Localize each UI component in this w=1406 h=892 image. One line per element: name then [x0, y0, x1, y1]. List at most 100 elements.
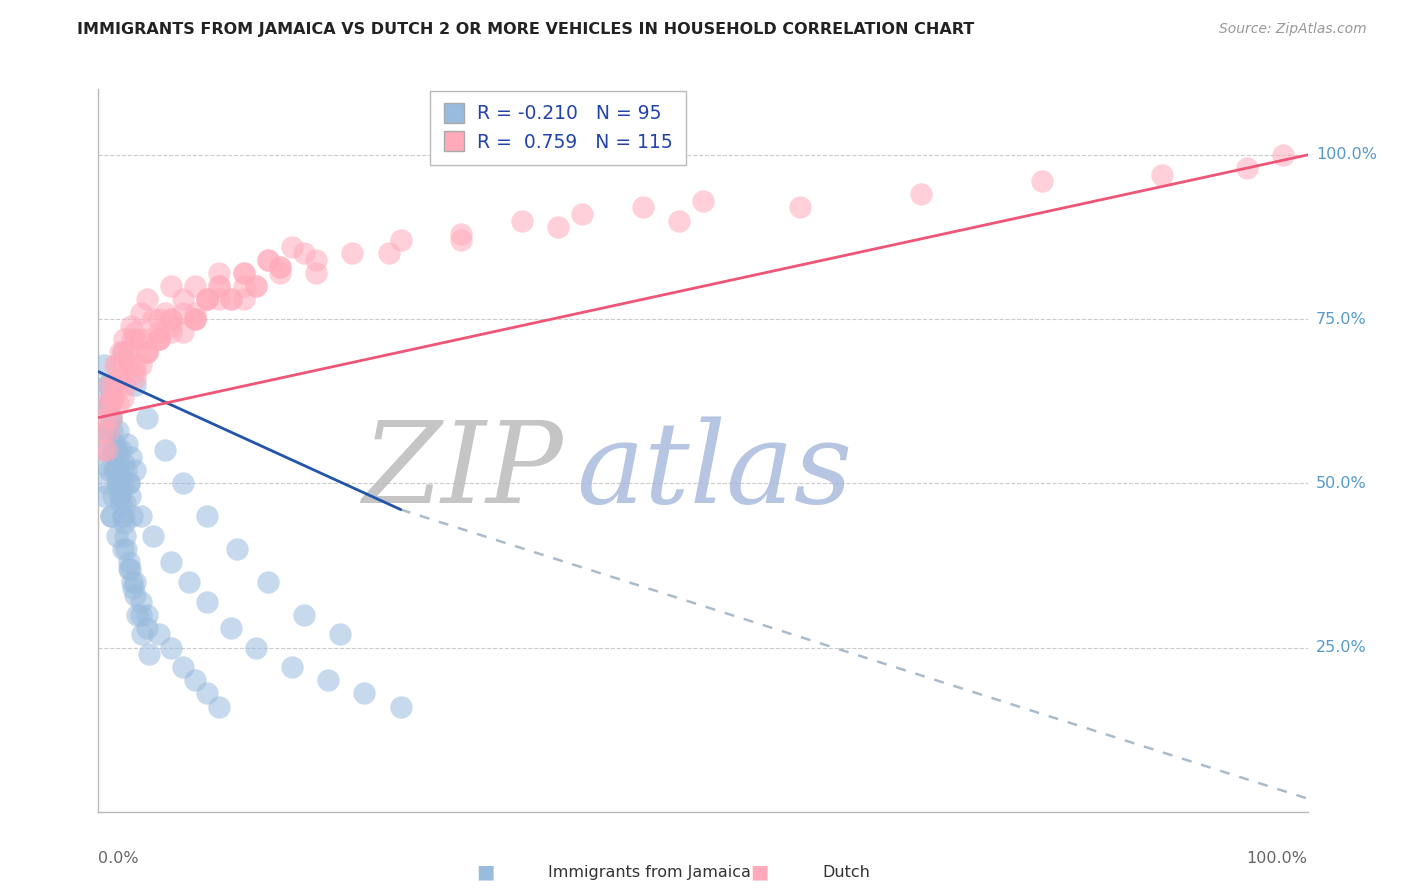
Point [910, 187, 932, 202]
Point [100, 410, 122, 425]
Point [103, 443, 125, 458]
Point [160, 312, 183, 326]
Point [121, 332, 143, 346]
Point [114, 496, 136, 510]
Point [129, 607, 152, 622]
Point [148, 332, 170, 346]
Point [256, 252, 278, 267]
Point [221, 621, 243, 635]
Point [195, 293, 218, 307]
Point [281, 240, 304, 254]
Point [172, 476, 194, 491]
Point [135, 345, 157, 359]
Point [124, 463, 146, 477]
Point [118, 358, 141, 372]
Text: IMMIGRANTS FROM JAMAICA VS DUTCH 2 OR MORE VEHICLES IN HOUSEHOLD CORRELATION CHA: IMMIGRANTS FROM JAMAICA VS DUTCH 2 OR MO… [77, 22, 974, 37]
Point [111, 509, 134, 524]
Text: ■: ■ [749, 863, 769, 882]
Point [195, 594, 218, 608]
Point [172, 660, 194, 674]
Text: Dutch: Dutch [823, 865, 870, 880]
Point [96, 476, 118, 491]
Point [316, 673, 339, 688]
Point [111, 541, 134, 556]
Point [124, 325, 146, 339]
Point [114, 529, 136, 543]
Point [195, 293, 218, 307]
Point [103, 463, 125, 477]
Point [256, 574, 278, 589]
Point [105, 463, 128, 477]
Point [112, 516, 135, 530]
Point [789, 201, 811, 215]
Point [105, 476, 128, 491]
Point [208, 699, 231, 714]
Point [305, 252, 328, 267]
Point [138, 647, 160, 661]
Point [208, 293, 231, 307]
Point [172, 305, 194, 319]
Point [135, 621, 157, 635]
Point [91, 457, 114, 471]
Point [91, 397, 114, 411]
Point [100, 424, 122, 438]
Point [1152, 168, 1174, 182]
Point [107, 424, 129, 438]
Point [221, 293, 243, 307]
Point [111, 391, 134, 405]
Point [124, 574, 146, 589]
Point [103, 377, 125, 392]
Point [281, 660, 304, 674]
Point [129, 332, 152, 346]
Point [129, 358, 152, 372]
Point [107, 476, 129, 491]
Point [172, 293, 194, 307]
Point [1236, 161, 1258, 175]
Point [115, 541, 138, 556]
Text: 100.0%: 100.0% [1316, 147, 1376, 162]
Text: 100.0%: 100.0% [1247, 852, 1308, 866]
Point [129, 305, 152, 319]
Point [105, 443, 128, 458]
Point [135, 410, 157, 425]
Point [101, 391, 124, 405]
Point [148, 312, 170, 326]
Point [100, 391, 122, 405]
Point [104, 437, 127, 451]
Point [114, 377, 136, 392]
Point [329, 627, 352, 641]
Point [269, 260, 291, 274]
Point [111, 509, 134, 524]
Point [101, 443, 124, 458]
Point [100, 509, 122, 524]
Text: ■: ■ [475, 863, 495, 882]
Point [131, 627, 153, 641]
Point [94, 443, 117, 458]
Point [108, 371, 131, 385]
Point [208, 266, 231, 280]
Point [98, 463, 121, 477]
Point [105, 529, 128, 543]
Point [111, 345, 134, 359]
Point [100, 443, 122, 458]
Point [111, 345, 134, 359]
Point [94, 410, 117, 425]
Point [105, 377, 128, 392]
Point [111, 358, 134, 372]
Point [94, 424, 117, 438]
Point [292, 246, 315, 260]
Point [160, 640, 183, 655]
Point [232, 266, 254, 280]
Point [184, 312, 207, 326]
Point [377, 246, 399, 260]
Point [93, 490, 115, 504]
Point [245, 279, 267, 293]
Point [245, 279, 267, 293]
Point [127, 607, 149, 622]
Point [571, 207, 593, 221]
Point [98, 377, 121, 392]
Point [100, 410, 122, 425]
Point [135, 345, 157, 359]
Point [100, 397, 122, 411]
Point [142, 529, 165, 543]
